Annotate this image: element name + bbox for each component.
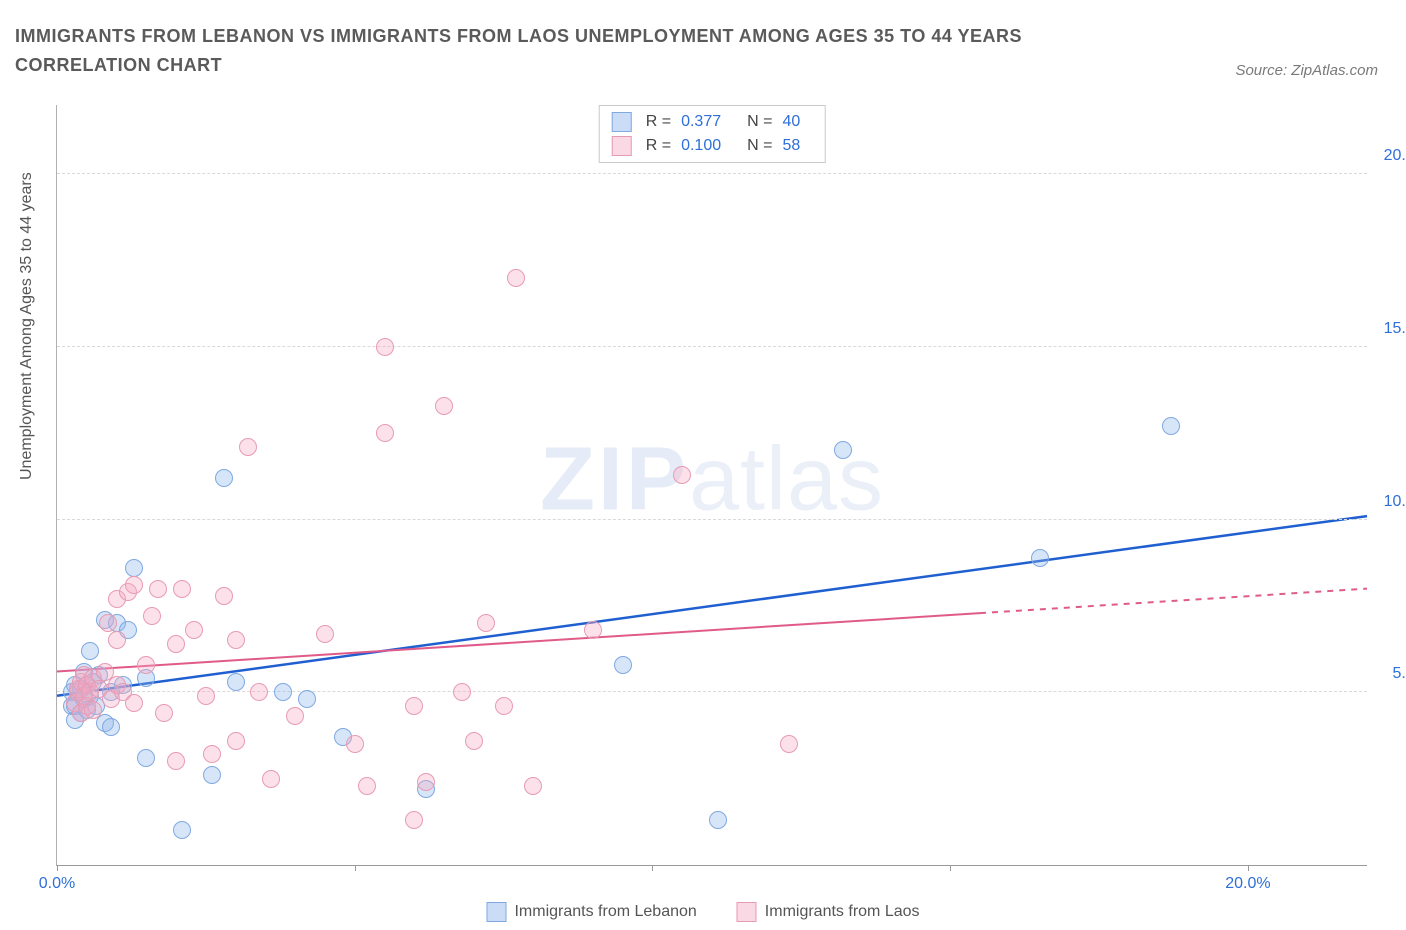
data-point: [274, 683, 292, 701]
data-point: [453, 683, 471, 701]
data-point: [125, 559, 143, 577]
data-point: [108, 631, 126, 649]
trend-lines-svg: [57, 105, 1367, 865]
data-point: [173, 580, 191, 598]
legend-swatch: [612, 136, 632, 156]
data-point: [507, 269, 525, 287]
data-point: [203, 766, 221, 784]
n-value: 40: [782, 113, 800, 131]
y-axis-label: Unemployment Among Ages 35 to 44 years: [18, 172, 36, 480]
data-point: [405, 697, 423, 715]
data-point: [81, 642, 99, 660]
data-point: [1162, 417, 1180, 435]
y-tick-label: 15.0%: [1374, 320, 1406, 338]
legend-swatch: [486, 902, 506, 922]
data-point: [316, 625, 334, 643]
r-value: 0.100: [681, 137, 721, 155]
data-point: [167, 635, 185, 653]
source-label: Source: ZipAtlas.com: [1235, 62, 1378, 79]
data-point: [524, 777, 542, 795]
page: IMMIGRANTS FROM LEBANON VS IMMIGRANTS FR…: [0, 0, 1406, 930]
data-point: [495, 697, 513, 715]
r-label: R =: [646, 137, 671, 155]
data-point: [203, 745, 221, 763]
x-tick: [652, 865, 653, 871]
title-row: IMMIGRANTS FROM LEBANON VS IMMIGRANTS FR…: [15, 22, 1386, 80]
data-point: [173, 821, 191, 839]
y-tick-label: 5.0%: [1374, 665, 1406, 683]
r-label: R =: [646, 113, 671, 131]
data-point: [673, 466, 691, 484]
data-point: [227, 673, 245, 691]
data-point: [227, 631, 245, 649]
x-tick: [355, 865, 356, 871]
data-point: [614, 656, 632, 674]
stats-legend-row: R = 0.100 N = 58: [612, 134, 813, 158]
n-label: N =: [747, 113, 772, 131]
series-legend: Immigrants from Lebanon Immigrants from L…: [486, 902, 919, 922]
data-point: [167, 752, 185, 770]
trend-line-dashed: [980, 589, 1367, 613]
n-label: N =: [747, 137, 772, 155]
data-point: [102, 718, 120, 736]
legend-swatch: [737, 902, 757, 922]
data-point: [227, 732, 245, 750]
y-tick-label: 20.0%: [1374, 147, 1406, 165]
data-point: [250, 683, 268, 701]
data-point: [358, 777, 376, 795]
legend-swatch: [612, 112, 632, 132]
data-point: [99, 614, 117, 632]
x-tick: [950, 865, 951, 871]
gridline: [57, 346, 1367, 347]
chart-title: IMMIGRANTS FROM LEBANON VS IMMIGRANTS FR…: [15, 22, 1115, 80]
data-point: [834, 441, 852, 459]
legend-item: Immigrants from Lebanon: [486, 902, 696, 922]
data-point: [286, 707, 304, 725]
legend-item: Immigrants from Laos: [737, 902, 920, 922]
data-point: [346, 735, 364, 753]
legend-label: Immigrants from Laos: [765, 903, 920, 921]
data-point: [185, 621, 203, 639]
data-point: [239, 438, 257, 456]
data-point: [262, 770, 280, 788]
data-point: [376, 424, 394, 442]
data-point: [709, 811, 727, 829]
data-point: [215, 587, 233, 605]
data-point: [584, 621, 602, 639]
data-point: [417, 773, 435, 791]
data-point: [155, 704, 173, 722]
n-value: 58: [782, 137, 800, 155]
gridline: [57, 173, 1367, 174]
x-tick: [57, 865, 58, 871]
data-point: [477, 614, 495, 632]
x-tick-label: 20.0%: [1225, 875, 1270, 893]
trend-line: [57, 516, 1367, 696]
data-point: [780, 735, 798, 753]
data-point: [143, 607, 161, 625]
data-point: [435, 397, 453, 415]
y-tick-label: 10.0%: [1374, 493, 1406, 511]
data-point: [215, 469, 233, 487]
data-point: [197, 687, 215, 705]
data-point: [298, 690, 316, 708]
r-value: 0.377: [681, 113, 721, 131]
x-tick: [1248, 865, 1249, 871]
data-point: [1031, 549, 1049, 567]
data-point: [137, 749, 155, 767]
stats-legend: R = 0.377 N = 40 R = 0.100 N = 58: [599, 105, 826, 163]
x-tick-label: 0.0%: [39, 875, 75, 893]
data-point: [405, 811, 423, 829]
data-point: [465, 732, 483, 750]
plot-area: ZIPatlas R =0.377N =40R =0.100N =58 5.0%…: [56, 105, 1367, 866]
data-point: [376, 338, 394, 356]
stats-legend-row: R = 0.377 N = 40: [612, 110, 813, 134]
legend-label: Immigrants from Lebanon: [514, 903, 696, 921]
data-point: [125, 694, 143, 712]
data-point: [149, 580, 167, 598]
data-point: [125, 576, 143, 594]
gridline: [57, 519, 1367, 520]
data-point: [84, 701, 102, 719]
data-point: [137, 656, 155, 674]
